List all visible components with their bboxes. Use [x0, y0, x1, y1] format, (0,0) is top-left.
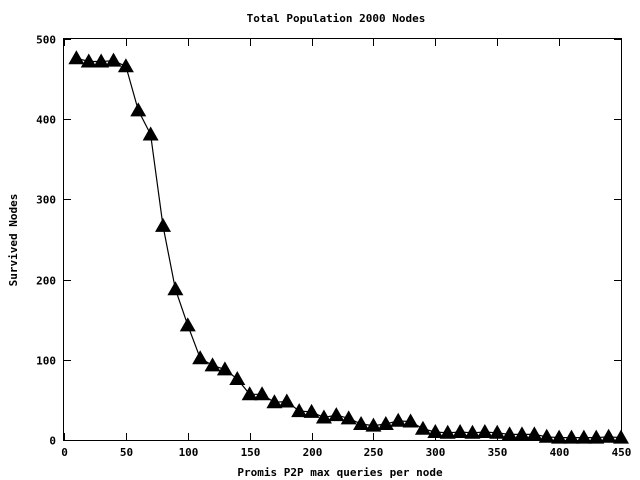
data-point-triangle — [575, 429, 592, 444]
data-point-triangle — [105, 52, 122, 67]
data-point-triangle — [315, 409, 332, 424]
data-point-triangle — [353, 415, 370, 430]
data-point-triangle — [155, 217, 172, 232]
data-point-triangle — [600, 428, 617, 443]
data-point-triangle — [216, 361, 233, 376]
data-point-triangle — [439, 424, 456, 439]
series-layer — [68, 50, 629, 444]
x-tick-label: 400 — [550, 446, 570, 459]
x-tick-label: 300 — [426, 446, 446, 459]
y-tick-label: 400 — [36, 114, 56, 127]
data-point-triangle — [563, 429, 580, 444]
plot-area-frame — [63, 38, 622, 441]
x-tick-label: 100 — [179, 446, 199, 459]
data-point-triangle — [452, 423, 469, 438]
x-tick-label: 0 — [61, 446, 68, 459]
x-tick-label: 350 — [488, 446, 508, 459]
data-point-triangle — [526, 426, 543, 441]
chart-title: Total Population 2000 Nodes — [247, 12, 426, 25]
data-point-triangle — [266, 394, 283, 409]
data-point-triangle — [328, 407, 345, 422]
data-point-triangle — [130, 102, 147, 117]
series-line — [76, 57, 622, 439]
y-tick-label: 300 — [36, 194, 56, 207]
data-point-triangle — [402, 413, 419, 428]
data-point-triangle — [501, 426, 518, 441]
data-point-triangle — [513, 426, 530, 441]
data-point-triangle — [613, 429, 629, 444]
data-point-triangle — [80, 53, 97, 68]
data-point-triangle — [377, 415, 394, 430]
data-point-triangle — [254, 386, 271, 401]
x-tick-label: 200 — [303, 446, 323, 459]
y-tick-label: 0 — [49, 435, 56, 448]
data-point-triangle — [489, 424, 506, 439]
data-point-triangle — [204, 357, 221, 372]
data-point-triangle — [476, 423, 493, 438]
data-point-triangle — [365, 417, 382, 432]
x-tick-label: 150 — [241, 446, 261, 459]
data-point-triangle — [278, 393, 295, 408]
data-point-triangle — [229, 371, 246, 386]
y-tick-label: 100 — [36, 355, 56, 368]
axis-ticks: 0 50 100 150 200 250 300 350 400 450 0 100 200 300 400… — [36, 34, 631, 460]
data-point-triangle — [588, 429, 605, 444]
data-point-triangle — [303, 403, 320, 418]
data-point-triangle — [291, 403, 308, 418]
y-tick-label: 500 — [36, 34, 56, 47]
x-tick-label: 450 — [612, 446, 632, 459]
data-point-triangle — [390, 412, 407, 427]
data-point-triangle — [142, 126, 159, 141]
x-axis-label: Promis P2P max queries per node — [237, 466, 443, 479]
y-tick-label: 200 — [36, 275, 56, 288]
data-point-triangle — [117, 58, 134, 73]
x-tick-label: 50 — [120, 446, 133, 459]
x-tick-label: 250 — [364, 446, 384, 459]
data-point-triangle — [241, 386, 258, 401]
data-point-triangle — [167, 281, 184, 296]
data-point-triangle — [414, 420, 431, 435]
data-point-triangle — [192, 350, 209, 365]
data-point-triangle — [68, 50, 85, 65]
data-point-triangle — [179, 317, 196, 332]
y-axis-label: Survived Nodes — [7, 194, 20, 287]
data-point-triangle — [538, 428, 555, 443]
data-point-triangle — [427, 423, 444, 438]
data-point-triangle — [93, 53, 110, 68]
data-point-triangle — [340, 410, 357, 425]
data-point-triangle — [551, 429, 568, 444]
data-point-triangle — [464, 424, 481, 439]
